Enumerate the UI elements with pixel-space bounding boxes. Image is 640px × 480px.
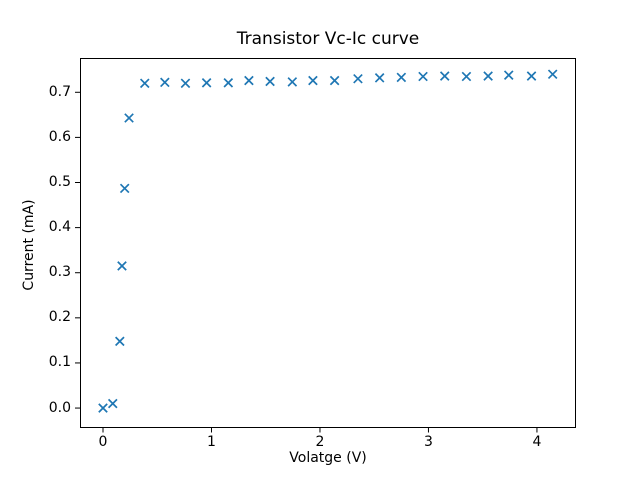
y-tick-label: 0.0 (48, 399, 71, 416)
scatter-marker (119, 183, 130, 194)
scatter-marker (526, 71, 537, 81)
scatter-marker (396, 72, 407, 83)
y-tick-label: 0.6 (48, 128, 71, 145)
y-tick-label: 0.1 (48, 354, 71, 371)
scatter-marker (160, 77, 170, 88)
scatter-marker (461, 71, 472, 82)
scatter-marker (439, 71, 450, 81)
scatter-marker (244, 75, 254, 86)
x-tick-label: 1 (207, 434, 216, 450)
scatter-marker (483, 71, 493, 81)
x-tick-label: 0 (98, 434, 108, 450)
scatter-marker (107, 398, 118, 409)
scatter-marker (223, 78, 234, 88)
x-axis-label: Volatge (V) (289, 450, 367, 466)
scatter-marker (418, 71, 428, 82)
scatter-marker (201, 78, 212, 88)
scatter-marker (115, 336, 125, 347)
scatter-marker (265, 76, 275, 87)
x-tick-label: 2 (315, 434, 325, 450)
scatter-marker (98, 403, 108, 413)
scatter-marker (180, 78, 191, 89)
scatter-marker (374, 73, 385, 83)
chart-title: Transistor Vc-Ic curve (236, 29, 420, 49)
scatter-marker (547, 69, 558, 80)
scatter-marker (308, 75, 318, 86)
plot-area (80, 58, 576, 428)
x-tick-label: 4 (532, 434, 542, 450)
y-tick-label: 0.5 (48, 174, 71, 190)
x-tick-label: 3 (423, 434, 433, 450)
scatter-marker (503, 70, 514, 80)
scatter-marker (124, 113, 134, 123)
y-tick-label: 0.7 (48, 83, 71, 100)
y-tick-label: 0.3 (48, 264, 71, 281)
scatter-marker (353, 73, 363, 84)
scatter-marker (139, 78, 150, 89)
y-tick-label: 0.4 (48, 219, 71, 236)
y-tick-label: 0.2 (48, 309, 71, 326)
scatter-marker (287, 77, 298, 87)
scatter-marker (329, 75, 340, 86)
scatter-marker (117, 261, 127, 271)
